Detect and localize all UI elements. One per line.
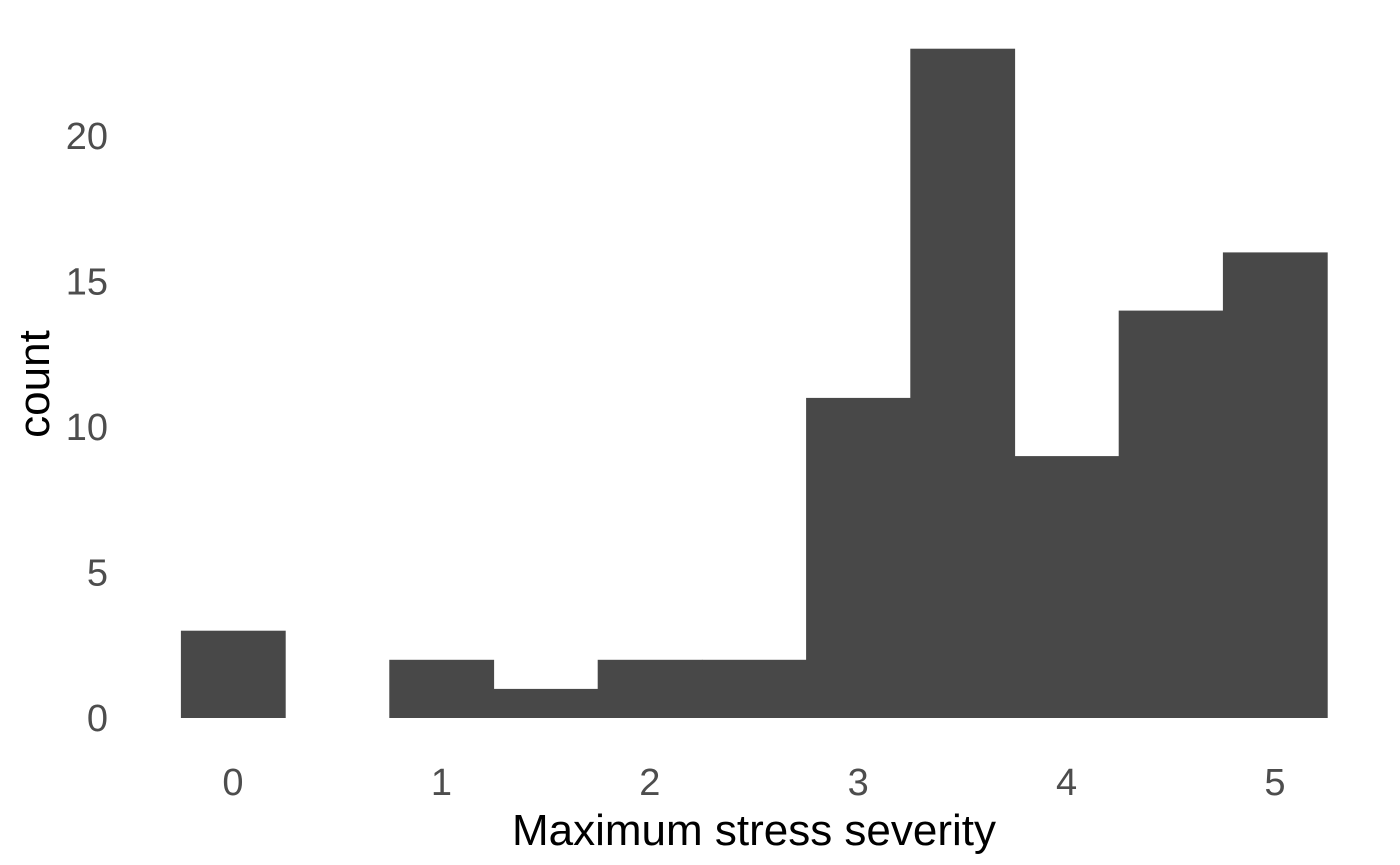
histogram-bar — [493, 688, 599, 718]
y-tick-label: 10 — [66, 407, 108, 449]
x-tick-label: 1 — [431, 762, 452, 804]
histogram-bar — [806, 397, 911, 718]
bars-group — [180, 48, 1328, 718]
y-tick-label: 5 — [87, 553, 108, 595]
histogram-bar — [1222, 252, 1328, 718]
x-tick-label: 3 — [848, 762, 869, 804]
y-tick-label: 15 — [66, 262, 108, 304]
x-tick-label: 4 — [1056, 762, 1077, 804]
y-axis-title: count — [10, 330, 59, 438]
histogram-bar — [180, 630, 286, 718]
x-tick-label: 5 — [1264, 762, 1285, 804]
histogram-bar — [701, 659, 807, 718]
x-axis-title: Maximum stress severity — [512, 806, 996, 855]
y-tick-label: 20 — [66, 116, 108, 158]
histogram-bar — [389, 659, 495, 718]
y-tick-label: 0 — [87, 698, 108, 740]
x-axis-ticks: 0 1 2 3 4 5 — [222, 762, 1285, 804]
x-tick-label: 0 — [222, 762, 243, 804]
histogram-bar — [597, 659, 703, 718]
histogram-bar — [910, 48, 1016, 718]
y-axis-ticks: 0 5 10 15 20 — [66, 116, 108, 740]
histogram-bar — [1014, 456, 1120, 718]
histogram-bar — [1118, 310, 1224, 718]
x-tick-label: 2 — [639, 762, 660, 804]
